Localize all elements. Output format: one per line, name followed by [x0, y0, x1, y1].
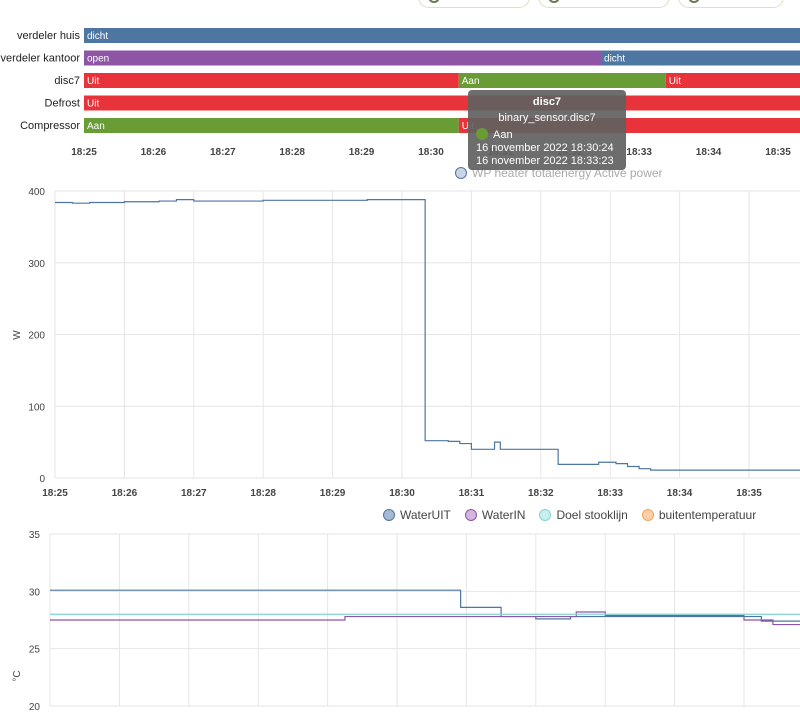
- y-axis-label: °C: [12, 670, 23, 681]
- y-axis-label: W: [12, 330, 23, 340]
- y-tick-label: 25: [29, 645, 41, 656]
- tooltip-entity: binary_sensor.disc7: [498, 112, 596, 124]
- y-tick-label: 100: [28, 402, 45, 413]
- x-tick-label: 18:27: [210, 147, 236, 158]
- segment-label: Aan: [462, 76, 480, 87]
- legend-swatch: [464, 509, 477, 521]
- tooltip-end: 16 november 2022 18:33:23: [476, 155, 614, 167]
- segment-label: open: [87, 54, 109, 65]
- y-tick-label: 35: [29, 530, 41, 541]
- tooltip-state-row: Aan: [476, 128, 618, 142]
- x-tick-label: 18:34: [667, 488, 693, 499]
- series-line: [50, 589, 800, 622]
- segment-label: dicht: [604, 54, 625, 65]
- x-tick-label: 18:28: [279, 147, 305, 158]
- y-tick-label: 20: [29, 702, 41, 712]
- legend-item-waterin[interactable]: WaterIN: [464, 508, 526, 522]
- segment-label: Uit: [87, 76, 99, 87]
- plot-area: 0 100 200 300 400 18:25 18:26 18:27 18:28 18:29 18…: [12, 187, 800, 499]
- legend-item-doel-stooklijn[interactable]: Doel stooklijn: [539, 508, 628, 522]
- segment-label: dicht: [87, 31, 108, 42]
- tooltip-state: Aan: [493, 129, 513, 141]
- x-tick-label: 18:30: [418, 147, 444, 158]
- x-tick-label: 18:33: [597, 488, 623, 499]
- x-tick-label: 18:26: [141, 147, 167, 158]
- row-label: verdeler kantoor: [1, 53, 81, 65]
- legend-swatch: [539, 509, 552, 521]
- x-tick-label: 18:29: [320, 488, 346, 499]
- legend-label: Doel stooklijn: [556, 508, 628, 522]
- x-tick-label: 18:30: [389, 488, 415, 499]
- timeline-segment: [458, 73, 666, 88]
- row-label: verdeler huis: [17, 30, 80, 42]
- plot-area: 20 25 30 35 °C: [12, 530, 800, 712]
- x-tick-label: 18:26: [112, 488, 138, 499]
- y-tick-label: 30: [29, 587, 41, 598]
- x-tick-label: 18:27: [181, 488, 207, 499]
- y-tick-label: 300: [28, 259, 45, 270]
- legend-label: buitentemperatuur: [658, 508, 757, 522]
- segment-label: Uit: [87, 99, 99, 110]
- legend-swatch: [641, 509, 654, 521]
- timeline-segment: [84, 50, 602, 66]
- x-tick-label: 18:25: [71, 147, 97, 158]
- segment-label: Uit: [669, 76, 681, 87]
- y-tick-label: 200: [28, 331, 45, 342]
- legend-label: WaterUIT: [400, 508, 451, 522]
- x-tick-label: 18:35: [736, 488, 762, 499]
- legend-item-wateruit[interactable]: WaterUIT: [383, 508, 451, 522]
- timeline-segment: [601, 50, 800, 66]
- timeline-segment: [84, 28, 800, 43]
- tooltip-title: disc7: [532, 96, 562, 108]
- legend-swatch: [383, 509, 395, 521]
- x-tick-label: 18:34: [696, 147, 722, 158]
- x-tick-label: 18:25: [42, 488, 68, 499]
- timeline-segment: [665, 73, 800, 88]
- x-tick-label: 18:33: [626, 147, 652, 158]
- row-label: disc7: [54, 75, 80, 87]
- legend-swatch: [455, 167, 467, 179]
- timeline-segment: [84, 73, 459, 88]
- legend-label: WaterIN: [481, 508, 526, 522]
- x-tick-label: 18:28: [250, 488, 276, 499]
- timeline-segment: [84, 118, 459, 133]
- row-label: Compressor: [20, 120, 80, 132]
- y-tick-label: 0: [39, 474, 45, 485]
- timeline-tooltip: disc7 binary_sensor.disc7 Aan 16 novembe…: [468, 90, 626, 170]
- temperature-legend: WaterUIT WaterIN Doel stooklijn buitente…: [383, 508, 770, 522]
- y-tick-label: 400: [28, 187, 45, 198]
- tooltip-start: 16 november 2022 18:30:24: [476, 142, 614, 154]
- row-label: Defrost: [45, 98, 80, 110]
- x-tick-label: 18:35: [765, 147, 791, 158]
- series-line: [55, 199, 800, 471]
- tooltip-swatch: [476, 128, 488, 140]
- x-tick-label: 18:31: [459, 488, 485, 499]
- x-tick-label: 18:29: [349, 147, 375, 158]
- x-tick-label: 18:32: [528, 488, 554, 499]
- segment-label: Uit: [462, 121, 474, 132]
- legend-item-buitentemperatuur[interactable]: buitentemperatuur: [641, 508, 757, 522]
- segment-label: Aan: [87, 121, 105, 132]
